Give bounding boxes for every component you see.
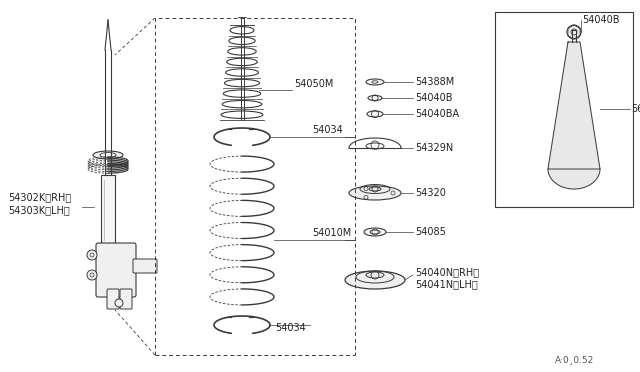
FancyBboxPatch shape bbox=[96, 243, 136, 297]
Text: 54040B: 54040B bbox=[582, 15, 620, 25]
Text: 54040N〈RH〉: 54040N〈RH〉 bbox=[415, 267, 479, 277]
FancyBboxPatch shape bbox=[107, 289, 119, 309]
Ellipse shape bbox=[366, 79, 384, 85]
Ellipse shape bbox=[364, 228, 386, 236]
Text: 54302K〈RH〉: 54302K〈RH〉 bbox=[8, 192, 71, 202]
Text: 54034: 54034 bbox=[312, 125, 343, 135]
Ellipse shape bbox=[366, 272, 384, 278]
Polygon shape bbox=[548, 42, 600, 169]
Ellipse shape bbox=[368, 96, 382, 100]
Text: 56105K: 56105K bbox=[631, 104, 640, 114]
Polygon shape bbox=[548, 169, 600, 189]
Text: 54050M: 54050M bbox=[294, 79, 333, 89]
Text: 54388M: 54388M bbox=[415, 77, 454, 87]
Ellipse shape bbox=[345, 271, 405, 289]
Text: 54010M: 54010M bbox=[312, 228, 351, 238]
FancyBboxPatch shape bbox=[133, 259, 157, 273]
Circle shape bbox=[87, 250, 97, 260]
Text: 54329N: 54329N bbox=[415, 143, 453, 153]
Circle shape bbox=[115, 299, 123, 307]
Text: 54320: 54320 bbox=[415, 188, 446, 198]
Bar bbox=[495, 12, 633, 207]
Text: 54303K〈LH〉: 54303K〈LH〉 bbox=[8, 205, 70, 215]
FancyBboxPatch shape bbox=[120, 289, 132, 309]
Text: 54040B: 54040B bbox=[415, 93, 452, 103]
Circle shape bbox=[87, 270, 97, 280]
Bar bbox=[101, 175, 115, 245]
Ellipse shape bbox=[349, 186, 401, 200]
Text: 54085: 54085 bbox=[415, 227, 446, 237]
Circle shape bbox=[567, 25, 581, 39]
Text: 54034: 54034 bbox=[275, 323, 306, 333]
Ellipse shape bbox=[367, 111, 383, 117]
Text: A·0¸0.52: A·0¸0.52 bbox=[555, 355, 595, 364]
Text: 54040BA: 54040BA bbox=[415, 109, 459, 119]
Text: 54041N〈LH〉: 54041N〈LH〉 bbox=[415, 279, 477, 289]
Ellipse shape bbox=[93, 151, 123, 159]
Ellipse shape bbox=[369, 187, 381, 191]
